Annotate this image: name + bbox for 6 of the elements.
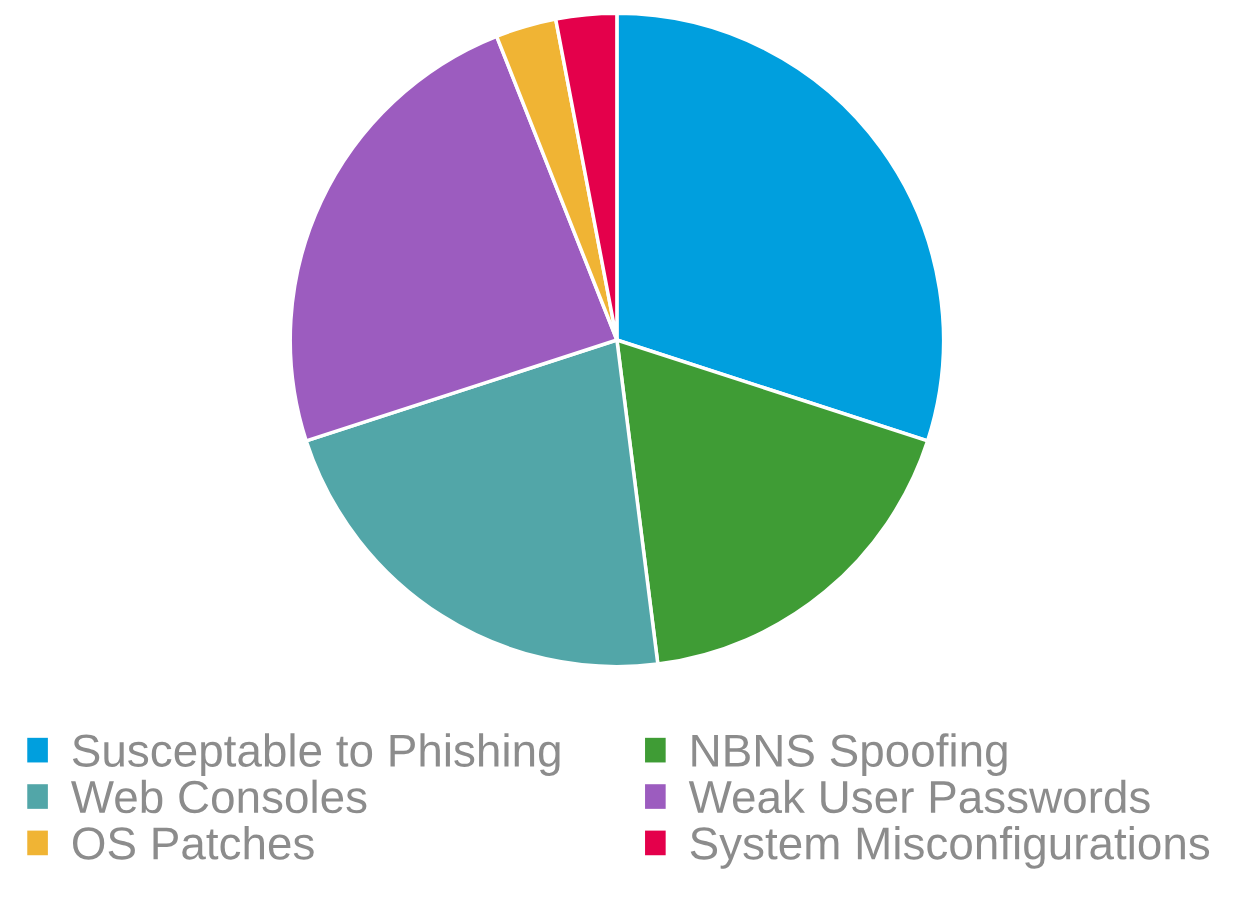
legend-label: NBNS Spoofing: [692, 733, 1007, 776]
legend-label: Web Consoles: [71, 779, 367, 814]
legend-label: OS Patches: [72, 826, 314, 860]
legend-label: Susceptable to Phishing: [72, 733, 560, 776]
legend-label: Weak User Passwords: [688, 779, 1150, 814]
legend-label: System Misconfigurations: [690, 826, 1210, 869]
